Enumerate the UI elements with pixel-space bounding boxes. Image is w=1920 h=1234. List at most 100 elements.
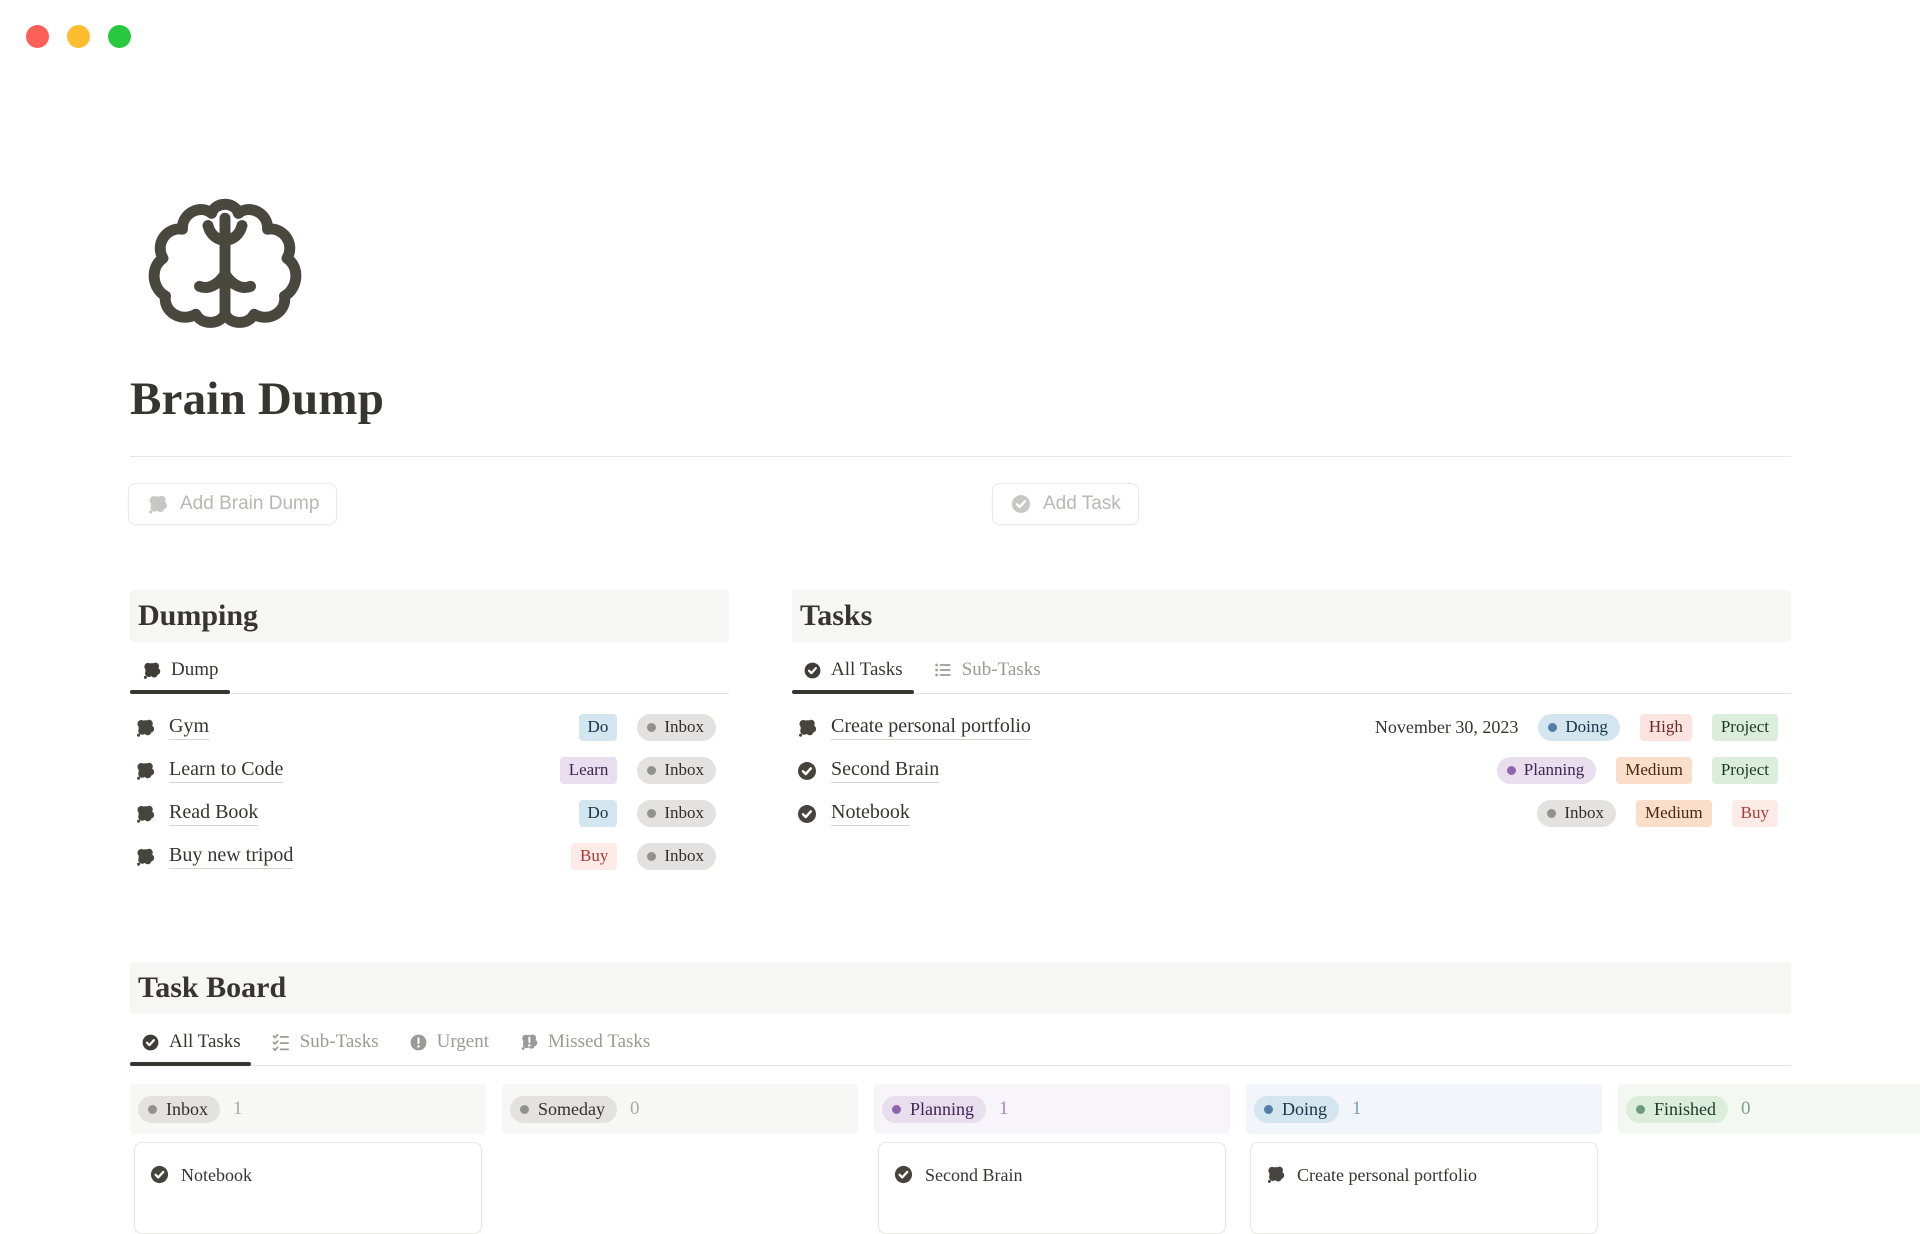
item-link[interactable]: Buy new tripod xyxy=(169,844,294,869)
blob-icon xyxy=(1265,1164,1286,1185)
status-dot xyxy=(1636,1104,1645,1114)
kanban-column-someday: Someday 0 xyxy=(502,1084,858,1234)
item-link[interactable]: Read Book xyxy=(169,801,259,826)
tab-divider xyxy=(130,1062,1791,1066)
blob-icon xyxy=(134,803,156,825)
tag: Do xyxy=(578,714,618,741)
page-icon[interactable] xyxy=(146,183,304,341)
tab-board-sub-tasks[interactable]: Sub-Tasks xyxy=(271,1031,379,1053)
tab-sub-tasks[interactable]: Sub-Tasks xyxy=(933,659,1041,681)
priority-tag: Medium xyxy=(1636,800,1712,827)
card-title: Second Brain xyxy=(925,1165,1023,1185)
status-dot xyxy=(647,723,657,732)
add-brain-dump-label: Add Brain Dump xyxy=(180,493,320,514)
status-pill: Inbox xyxy=(637,756,716,785)
status-pill: Inbox xyxy=(637,799,716,828)
status-dot xyxy=(892,1104,901,1114)
tab-dump-label: Dump xyxy=(171,659,219,680)
tab-divider xyxy=(792,690,1791,694)
column-status-pill: Someday xyxy=(510,1095,617,1123)
status-pill: Inbox xyxy=(637,713,716,742)
tab-missed-tasks[interactable]: Missed Tasks xyxy=(519,1031,650,1053)
tag: Buy xyxy=(570,843,618,870)
priority-tag: Medium xyxy=(1616,757,1692,784)
kanban-column-inbox: Inbox 1 Notebook xyxy=(130,1084,486,1234)
check-circle-icon xyxy=(1010,493,1032,515)
kanban-column-doing: Doing 1 Create personal portfolio xyxy=(1246,1084,1602,1234)
status-dot xyxy=(1548,723,1558,732)
status-pill: Inbox xyxy=(637,842,716,871)
tab-all-tasks-label: All Tasks xyxy=(831,659,903,680)
tab-board-sub-tasks-label: Sub-Tasks xyxy=(299,1031,379,1052)
status-pill: Inbox xyxy=(1537,799,1617,828)
list-item: Second Brain Planning Medium Project xyxy=(792,749,1791,792)
dumping-heading: Dumping xyxy=(130,590,729,642)
card-title: Notebook xyxy=(181,1165,252,1185)
status-pill: Planning xyxy=(1496,756,1597,785)
tab-divider xyxy=(130,690,729,694)
add-task-label: Add Task xyxy=(1043,493,1121,514)
type-tag: Project xyxy=(1711,714,1778,741)
status-dot xyxy=(647,809,657,818)
tasks-section: Tasks All Tasks Sub-Tasks Create persona… xyxy=(792,590,1791,835)
list-item: Buy new tripod Buy Inbox xyxy=(130,835,729,878)
add-brain-dump-button[interactable]: Add Brain Dump xyxy=(128,483,338,525)
column-count: 0 xyxy=(630,1098,640,1119)
window-controls xyxy=(26,25,131,48)
task-board-section: Task Board All Tasks Sub-Tasks Urgent Mi… xyxy=(130,962,1791,1066)
column-status-pill: Doing xyxy=(1254,1095,1339,1123)
blob-icon xyxy=(141,660,162,681)
add-task-button[interactable]: Add Task xyxy=(992,483,1139,525)
blob-icon xyxy=(134,717,156,739)
item-link[interactable]: Learn to Code xyxy=(169,758,284,783)
status-pill: Doing xyxy=(1538,713,1620,742)
check-circle-icon xyxy=(141,1033,160,1052)
tab-board-all-tasks[interactable]: All Tasks xyxy=(141,1031,241,1053)
bullet-list-icon xyxy=(933,660,953,680)
kanban-column-planning: Planning 1 Second Brain xyxy=(874,1084,1230,1234)
minimize-window-button[interactable] xyxy=(67,25,90,48)
card-title: Create personal portfolio xyxy=(1297,1165,1477,1185)
status-dot xyxy=(148,1104,157,1114)
task-board-heading: Task Board xyxy=(130,962,1791,1014)
item-link[interactable]: Notebook xyxy=(831,801,910,826)
check-circle-icon xyxy=(796,760,818,782)
item-link[interactable]: Create personal portfolio xyxy=(831,715,1031,740)
kanban-card[interactable]: Notebook xyxy=(134,1142,482,1234)
column-header: Inbox 1 xyxy=(130,1084,486,1134)
status-dot xyxy=(1547,809,1557,818)
column-count: 1 xyxy=(233,1098,243,1119)
tag: Do xyxy=(578,800,618,827)
tab-board-all-tasks-label: All Tasks xyxy=(169,1031,241,1052)
check-circle-icon xyxy=(796,803,818,825)
maximize-window-button[interactable] xyxy=(108,25,131,48)
column-status-pill: Planning xyxy=(882,1095,987,1123)
blob-alert-icon xyxy=(519,1032,539,1052)
kanban-card[interactable]: Second Brain xyxy=(878,1142,1226,1234)
close-window-button[interactable] xyxy=(26,25,49,48)
tag: Learn xyxy=(559,757,618,784)
status-dot xyxy=(1506,766,1516,775)
kanban-card[interactable]: Create personal portfolio xyxy=(1250,1142,1598,1234)
status-dot xyxy=(520,1104,529,1114)
item-link[interactable]: Gym xyxy=(169,715,209,740)
blob-icon xyxy=(134,846,156,868)
column-status-pill: Inbox xyxy=(138,1095,220,1123)
brain-icon xyxy=(148,198,302,328)
tab-dump[interactable]: Dump xyxy=(141,659,219,681)
column-status-pill: Finished xyxy=(1626,1095,1729,1123)
tab-urgent[interactable]: Urgent xyxy=(409,1031,489,1053)
divider xyxy=(130,456,1791,457)
tab-sub-tasks-label: Sub-Tasks xyxy=(961,659,1041,680)
list-item: Notebook Inbox Medium Buy xyxy=(792,792,1791,835)
tab-missed-tasks-label: Missed Tasks xyxy=(548,1031,651,1052)
blob-icon xyxy=(134,760,156,782)
checklist-icon xyxy=(271,1032,291,1052)
tab-all-tasks[interactable]: All Tasks xyxy=(803,659,903,681)
column-count: 1 xyxy=(1352,1098,1362,1119)
type-tag: Buy xyxy=(1731,800,1778,827)
list-item: Learn to Code Learn Inbox xyxy=(130,749,729,792)
status-dot xyxy=(647,852,657,861)
status-dot xyxy=(647,766,657,775)
item-link[interactable]: Second Brain xyxy=(831,758,940,783)
